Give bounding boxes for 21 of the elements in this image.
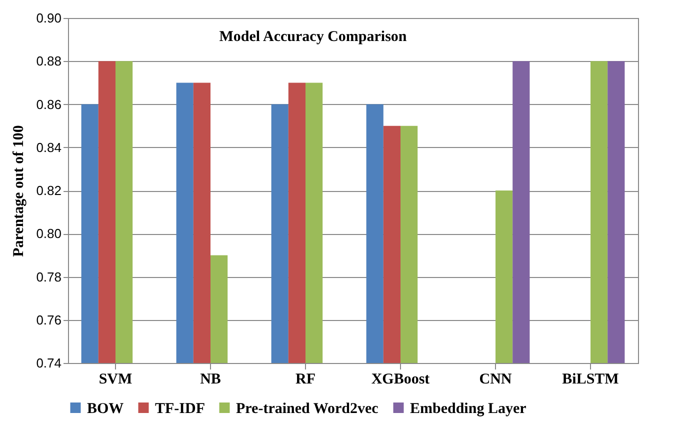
- x-tick-label: SVM: [98, 372, 132, 388]
- y-tick-label: 0.76: [36, 312, 62, 328]
- y-tick-label: 0.86: [36, 96, 62, 112]
- y-tick-label: 0.88: [36, 54, 62, 69]
- legend-label: Embedding Layer: [410, 400, 527, 417]
- y-tick-label: 0.80: [36, 226, 62, 242]
- x-tick-label: BiLSTM: [562, 372, 619, 388]
- legend-label: TF-IDF: [155, 400, 205, 417]
- legend-label: Pre-trained Word2vec: [236, 400, 379, 417]
- x-tick-label: NB: [200, 372, 221, 388]
- x-tick-label: CNN: [479, 372, 512, 388]
- x-tick-label: XGBoost: [371, 372, 430, 388]
- y-tick-label: 0.84: [36, 140, 62, 155]
- text: Model Accuracy Comparison: [219, 29, 408, 45]
- legend-label: BOW: [87, 400, 124, 417]
- y-tick-label: 0.90: [36, 10, 62, 26]
- y-tick-label: 0.82: [36, 183, 62, 198]
- y-tick-label: 0.74: [36, 356, 62, 370]
- y-tick-label: 0.78: [36, 269, 62, 284]
- x-tick-label: RF: [296, 372, 316, 388]
- y-axis-title: Parentage out of 100: [11, 125, 28, 257]
